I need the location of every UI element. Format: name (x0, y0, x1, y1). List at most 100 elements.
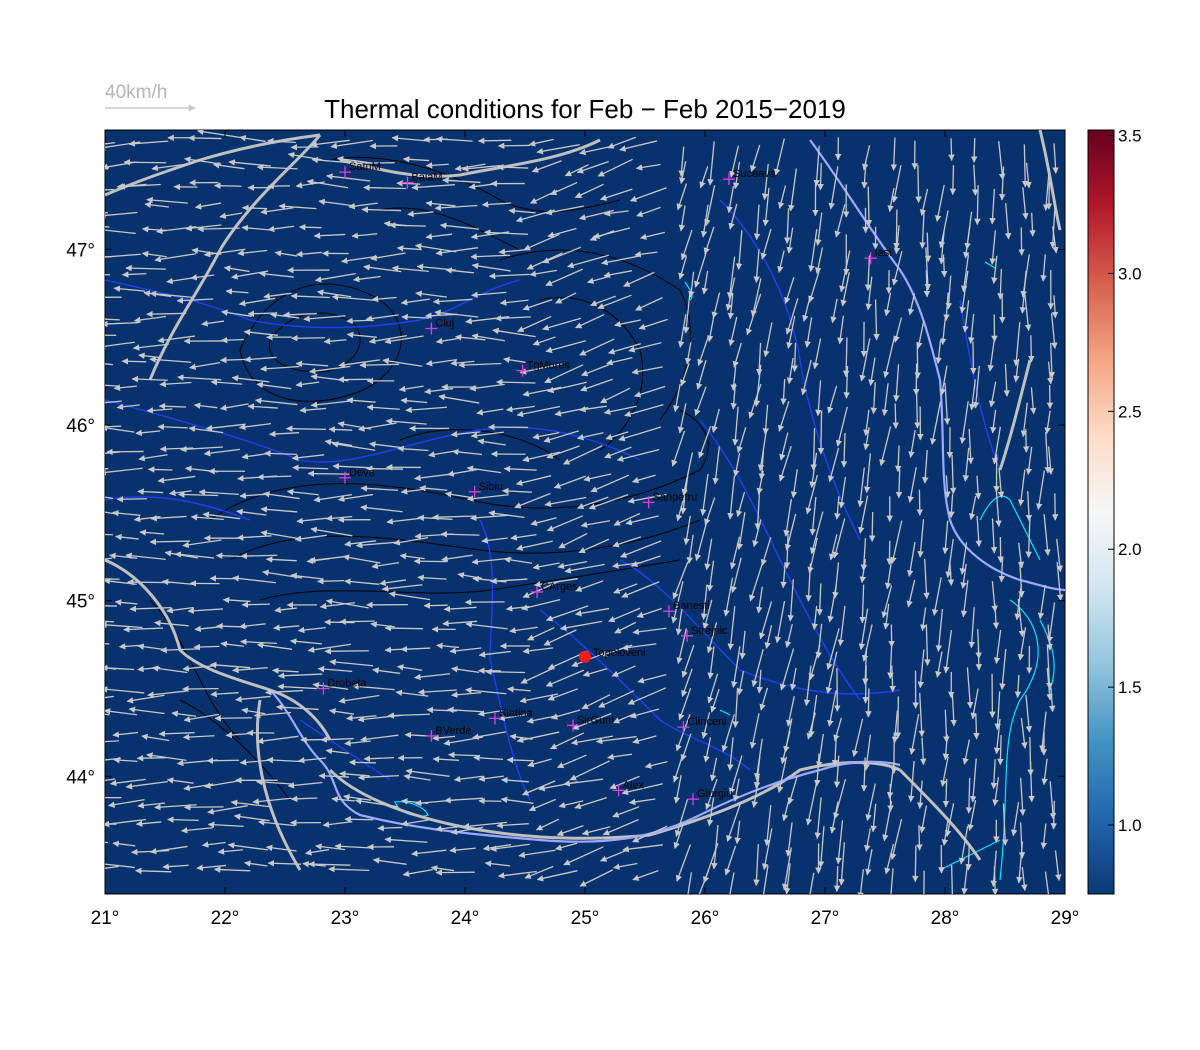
wind-arrow (917, 519, 925, 558)
wind-arrow (745, 293, 762, 336)
wind-arrow (400, 298, 430, 306)
wind-arrow (808, 644, 821, 681)
wind-arrow (166, 777, 194, 784)
wind-arrow (135, 820, 162, 827)
wind-arrow (434, 204, 478, 212)
wind-arrow (938, 231, 945, 265)
wind-arrow (779, 648, 795, 691)
wind-arrow (256, 642, 293, 650)
wind-arrow (629, 708, 660, 719)
wind-arrow (1047, 361, 1054, 385)
wind-arrow (1025, 491, 1033, 522)
wind-arrow (674, 799, 689, 837)
wind-arrow (533, 578, 578, 588)
wind-arrow (558, 800, 584, 809)
wind-arrow (330, 139, 374, 150)
wind-arrow (273, 624, 300, 631)
wind-arrow (701, 270, 709, 295)
wind-arrow (198, 488, 239, 496)
wind-arrow (348, 759, 376, 766)
wind-arrow (569, 760, 610, 781)
wind-arrow (334, 843, 372, 850)
city-label: Banesti (673, 600, 710, 612)
wind-arrow (814, 797, 822, 840)
wind-arrow (623, 271, 655, 287)
wind-arrow (786, 227, 794, 254)
wind-arrow (837, 605, 846, 647)
wind-arrow (939, 365, 948, 396)
wind-arrow (809, 497, 817, 536)
wind-arrow (618, 426, 662, 442)
wind-arrow (105, 424, 135, 433)
wind-arrow (436, 642, 460, 650)
wind-arrow (197, 225, 240, 233)
wind-arrow (1020, 402, 1028, 438)
wind-arrow (923, 558, 930, 600)
wind-arrow (1047, 446, 1054, 475)
wind-arrow (736, 426, 747, 454)
wind-arrow (473, 754, 504, 762)
wind-arrow (320, 736, 354, 743)
wind-arrow (443, 605, 477, 613)
wind-arrow (970, 688, 979, 720)
wind-arrow (868, 357, 876, 387)
chart-title: Thermal conditions for Feb − Feb 2015−20… (324, 94, 846, 124)
wind-arrow (536, 144, 580, 155)
wind-arrow (1046, 667, 1053, 701)
wind-arrow (221, 309, 252, 317)
wind-arrow (189, 362, 221, 371)
wind-arrow (644, 761, 668, 769)
wind-arrow (678, 256, 688, 280)
wind-arrow (159, 380, 192, 388)
wind-arrow (859, 584, 866, 624)
wind-arrow (105, 841, 109, 844)
wind-arrow (444, 796, 484, 804)
wind-arrow (922, 450, 929, 484)
wind-arrow (781, 847, 792, 891)
wind-arrow (157, 335, 196, 344)
wind-arrow (503, 465, 537, 473)
wind-arrow (675, 491, 687, 522)
wind-arrow (360, 734, 399, 743)
wind-arrow (154, 619, 189, 627)
wind-arrow (482, 843, 512, 852)
wind-arrow (579, 869, 614, 887)
wind-arrow (477, 137, 512, 145)
wind-arrow (385, 418, 427, 425)
wind-arrow (613, 862, 638, 870)
wind-arrow (773, 138, 785, 176)
wind-arrow (883, 335, 896, 379)
wind-arrow (865, 849, 873, 876)
lake (1039, 619, 1055, 691)
wind-arrow (787, 775, 798, 805)
wind-arrow (748, 383, 762, 419)
wind-arrow (762, 187, 770, 227)
wind-arrow (116, 495, 147, 503)
wind-arrow (833, 717, 843, 742)
wind-arrow (1017, 469, 1026, 507)
wind-arrow (497, 870, 537, 879)
wind-arrow (749, 562, 764, 602)
wind-arrow (149, 845, 188, 855)
wind-arrow (554, 842, 578, 851)
lake (979, 495, 1041, 561)
wind-arrow (919, 188, 929, 217)
wind-arrow (1001, 803, 1009, 846)
wind-arrow (532, 336, 556, 346)
wind-arrow (147, 690, 187, 698)
wind-arrow (679, 161, 687, 185)
wind-arrow (348, 202, 378, 210)
wind-arrow (603, 405, 637, 415)
wind-arrow (949, 165, 957, 196)
wind-arrow (884, 843, 895, 875)
wind-arrow (400, 645, 431, 653)
wind-arrow (371, 561, 400, 570)
wind-arrow (424, 387, 454, 395)
wind-arrow (808, 229, 818, 273)
wind-arrow (809, 511, 824, 555)
wind-arrow (304, 848, 330, 856)
wind-arrow (700, 473, 709, 516)
wind-arrow (575, 580, 604, 592)
wind-arrow (352, 683, 395, 691)
wind-arrow (619, 140, 658, 152)
